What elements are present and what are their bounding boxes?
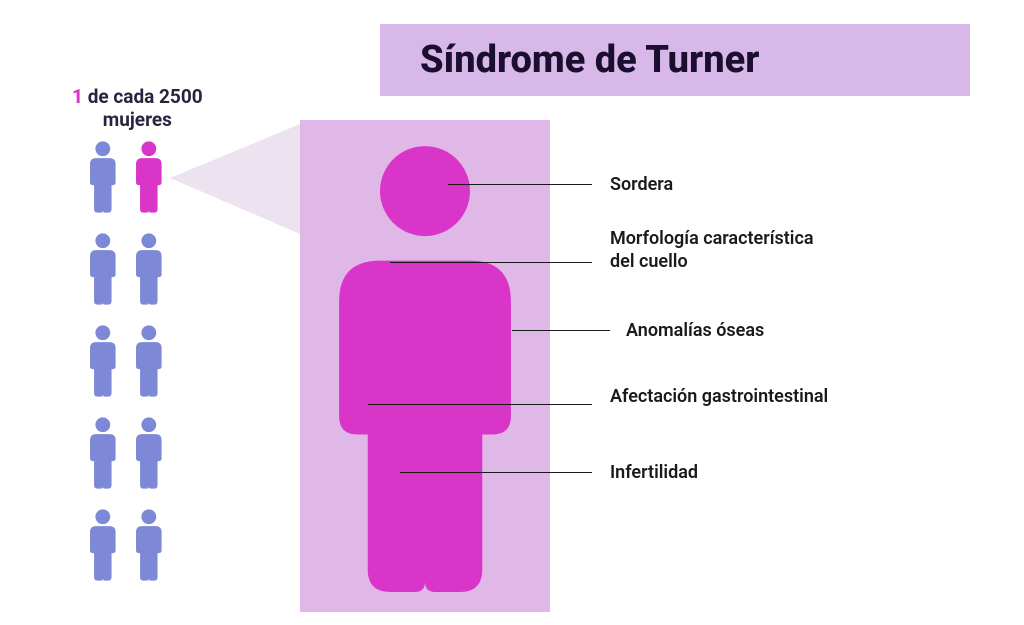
person-small-icon bbox=[132, 508, 166, 582]
stat-highlight: 1 bbox=[72, 85, 83, 108]
person-small-icon bbox=[86, 324, 120, 398]
leader-line bbox=[448, 184, 592, 185]
leader-line bbox=[368, 404, 592, 405]
person-small-icon bbox=[86, 232, 120, 306]
symptom-label: Morfología característica del cuello bbox=[610, 228, 830, 273]
big-person-icon bbox=[320, 142, 530, 596]
leader-line bbox=[512, 330, 610, 331]
title-text: Síndrome de Turner bbox=[420, 38, 759, 82]
person-small-icon bbox=[132, 416, 166, 490]
person-small-icon bbox=[132, 140, 166, 214]
person-small-icon bbox=[132, 232, 166, 306]
callout-triangle bbox=[170, 124, 300, 234]
people-grid bbox=[86, 140, 166, 582]
symptom-label: Sordera bbox=[610, 174, 673, 197]
symptom-label: Afectación gastrointestinal bbox=[610, 386, 828, 409]
person-small-icon bbox=[86, 140, 120, 214]
leader-line bbox=[400, 472, 592, 473]
person-small-icon bbox=[86, 416, 120, 490]
symptom-label: Infertilidad bbox=[610, 462, 698, 485]
symptom-label: Anomalías óseas bbox=[626, 320, 764, 343]
title-banner: Síndrome de Turner bbox=[380, 24, 970, 96]
stat-line2: mujeres bbox=[103, 108, 172, 131]
person-small-icon bbox=[86, 508, 120, 582]
leader-line bbox=[390, 262, 592, 263]
stat-rest: de cada 2500 bbox=[83, 85, 203, 108]
person-small-icon bbox=[132, 324, 166, 398]
